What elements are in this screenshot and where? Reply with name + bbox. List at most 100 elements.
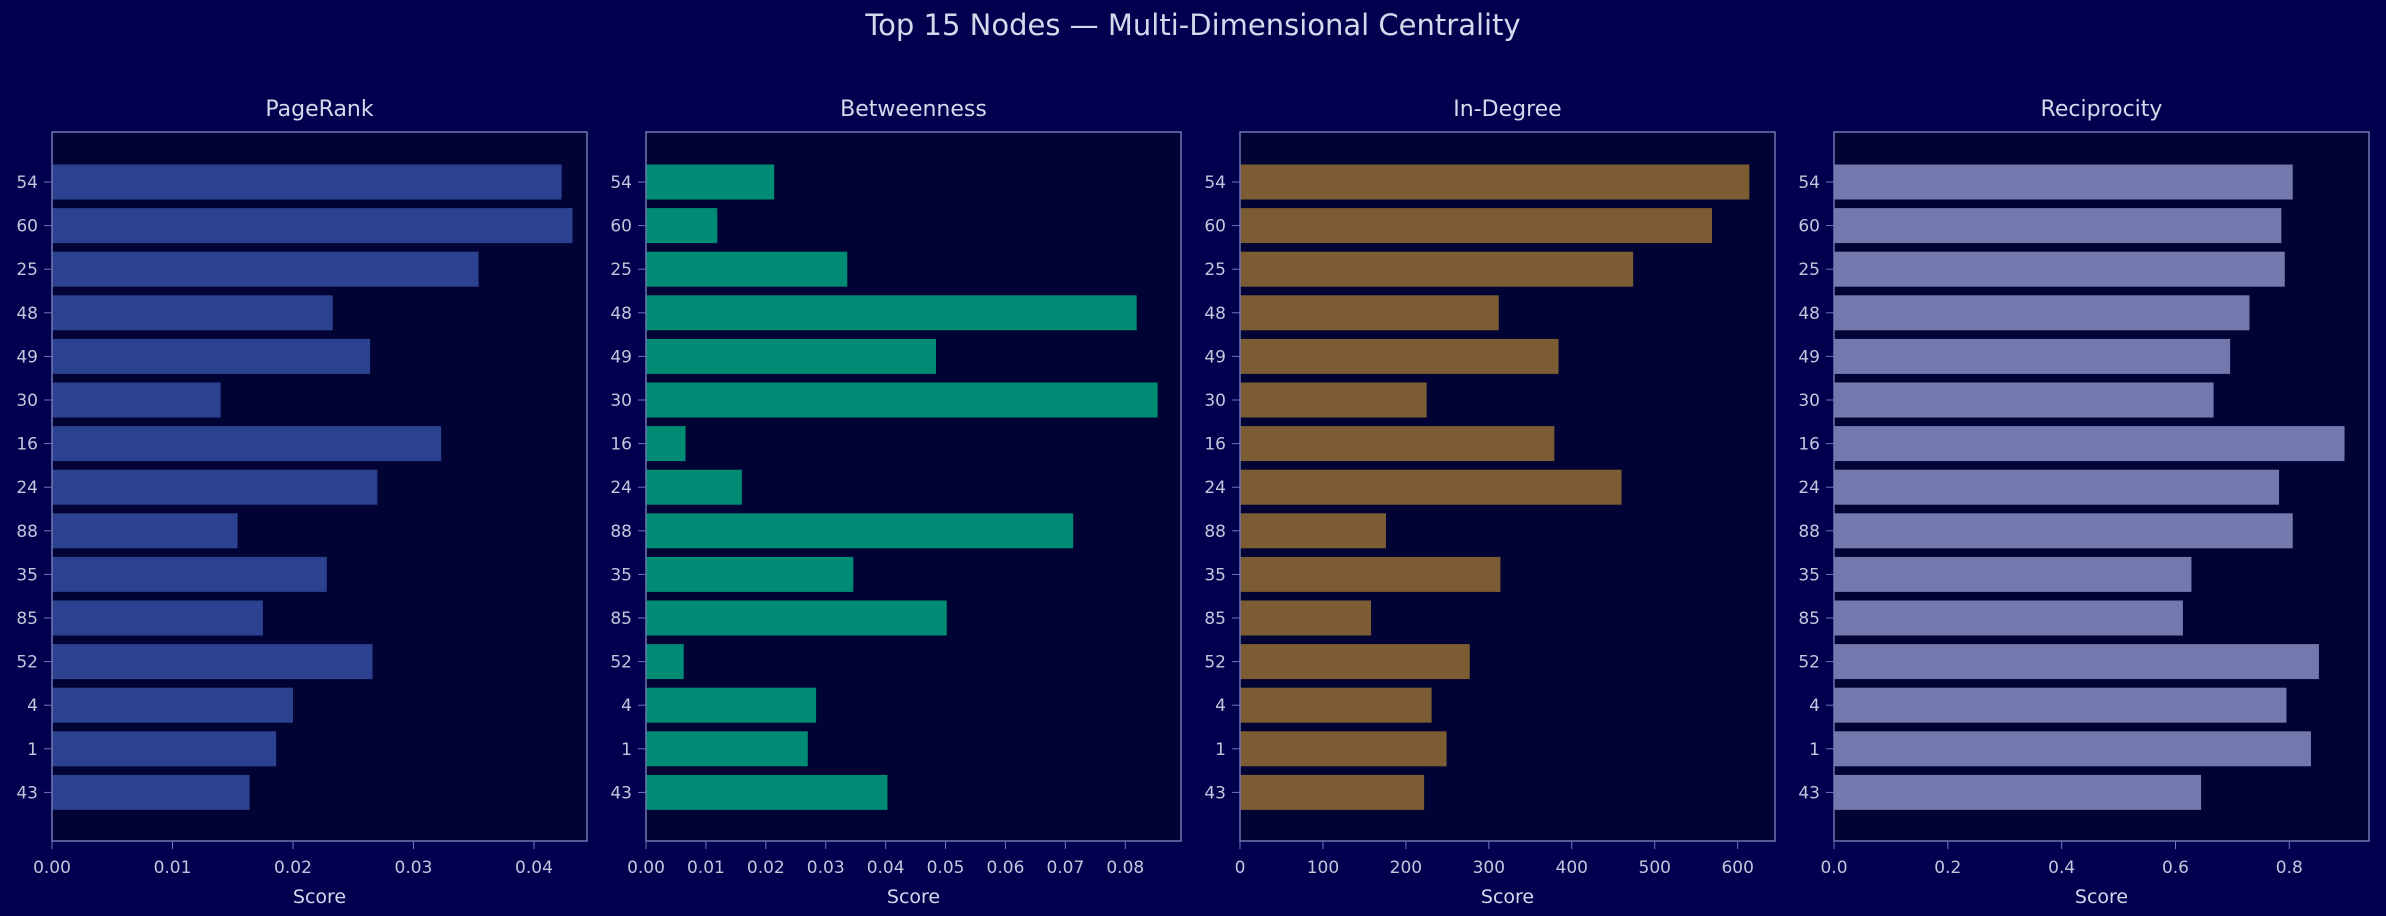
x-tick-label: 0.03 [807,858,845,878]
x-axis-label: Score [887,886,940,908]
bar-node-54 [52,164,562,200]
axes-frame [51,131,588,842]
bar-node-48 [1834,295,2250,331]
x-tick-label: 0.06 [987,858,1025,878]
y-tick-label: 49 [1204,347,1226,367]
panel-in-degree: 54 60 25 48 49 30 16 24 88 35 85 52 4 1 43 0 100 200 300 40… [1204,97,1776,908]
bar-node-85 [646,600,947,636]
y-tick-label: 88 [16,522,38,542]
y-tick-label: 30 [610,391,632,411]
bar-node-16 [646,426,686,462]
bar-node-49 [1240,338,1559,374]
x-tick-label: 0.4 [2048,858,2075,878]
axes-frame [1833,131,2370,842]
x-tick-label: 0.0 [1820,858,1847,878]
axes-frame [645,131,1182,842]
figure-title: Top 15 Nodes — Multi-Dimensional Central… [865,8,1521,42]
panel-pagerank: 54 60 25 48 49 30 16 24 88 35 85 52 4 1 43 0.00 0.01 0.02… [16,97,588,908]
bar-node-43 [1834,774,2202,810]
x-tick-label: 0.03 [395,858,433,878]
y-tick-label: 88 [1798,522,1820,542]
bar-node-24 [52,469,378,505]
y-tick-label: 24 [1204,478,1226,498]
y-tick-label: 85 [16,609,38,629]
y-tick-label: 1 [27,740,38,760]
x-tick-label: 200 [1390,858,1422,878]
bar-node-25 [1240,251,1634,287]
bar-node-25 [646,251,848,287]
y-tick-label: 43 [16,783,38,803]
axes-frame [1239,131,1776,842]
bar-node-48 [1240,295,1499,331]
bar-node-24 [646,469,742,505]
y-tick-label: 30 [1798,391,1820,411]
y-tick-label: 60 [16,217,38,237]
panel-title: Reciprocity [2041,97,2163,122]
y-tick-label: 35 [16,565,38,585]
bar-node-25 [1834,251,2285,287]
bar-node-30 [52,382,221,418]
panel-title: PageRank [265,97,373,122]
bar-node-1 [1834,731,2311,767]
bar-node-1 [646,731,808,767]
bar-node-85 [52,600,263,636]
bar-node-30 [1834,382,2214,418]
bar-node-49 [646,338,936,374]
x-tick-label: 0.02 [274,858,312,878]
x-tick-label: 500 [1639,858,1671,878]
y-tick-label: 48 [16,304,38,324]
x-tick-label: 0.07 [1046,858,1084,878]
y-tick-label: 4 [1215,696,1226,716]
x-tick-label: 0.05 [927,858,965,878]
bar-node-54 [1834,164,2293,200]
y-tick-label: 52 [1798,653,1820,673]
bar-node-4 [52,687,293,723]
x-axis-label: Score [1481,886,1534,908]
bar-node-43 [52,774,250,810]
bar-node-25 [52,251,479,287]
x-tick-label: 0.00 [627,858,665,878]
bar-node-88 [1240,513,1386,549]
bar-node-35 [1240,556,1501,592]
x-axis-label: Score [293,886,346,908]
y-tick-label: 25 [16,260,38,280]
x-tick-label: 0.6 [2162,858,2189,878]
y-tick-label: 49 [610,347,632,367]
x-tick-label: 400 [1556,858,1588,878]
panel-title: Betweenness [840,97,987,122]
x-tick-label: 0.8 [2276,858,2303,878]
y-tick-label: 43 [1204,783,1226,803]
bar-node-49 [52,338,371,374]
y-tick-label: 4 [621,696,632,716]
bar-node-4 [646,687,817,723]
y-tick-label: 16 [1204,435,1226,455]
y-tick-label: 25 [610,260,632,280]
y-tick-label: 54 [16,173,38,193]
y-tick-label: 52 [610,653,632,673]
bar-node-16 [52,426,442,462]
bar-node-60 [1240,208,1712,244]
bar-node-85 [1834,600,2183,636]
x-axis-label: Score [2075,886,2128,908]
y-tick-label: 85 [610,609,632,629]
x-tick-label: 300 [1473,858,1505,878]
y-tick-label: 88 [1204,522,1226,542]
bar-node-52 [52,644,373,680]
y-tick-label: 43 [1798,783,1820,803]
bar-node-54 [646,164,775,200]
y-tick-label: 48 [1798,304,1820,324]
y-tick-label: 48 [610,304,632,324]
bar-node-1 [52,731,277,767]
bar-node-4 [1240,687,1432,723]
x-tick-label: 0.2 [1934,858,1961,878]
panel-betweenness: 54 60 25 48 49 30 16 24 88 35 85 52 4 1 43 0.00 0.01 0.02… [610,97,1182,908]
y-tick-label: 85 [1204,609,1226,629]
y-tick-label: 49 [16,347,38,367]
bar-node-52 [1834,644,2319,680]
x-tick-label: 0.01 [154,858,192,878]
bar-node-16 [1834,426,2345,462]
y-tick-label: 30 [1204,391,1226,411]
bar-node-60 [1834,208,2282,244]
